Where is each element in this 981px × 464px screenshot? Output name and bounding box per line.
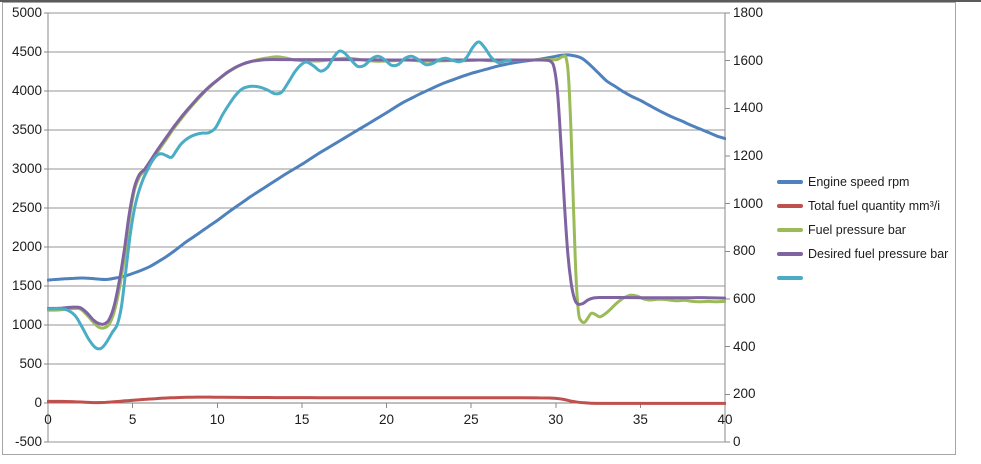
y-right-tick-label: 600 [733, 291, 756, 306]
x-tick-label: 15 [294, 412, 310, 427]
x-tick-label: 10 [209, 412, 225, 427]
legend-label: Total fuel quantity mm³/i [808, 199, 940, 213]
y-left-tick-label: -500 [14, 434, 42, 449]
legend-item-total-fuel-quantity-mm-i[interactable]: Total fuel quantity mm³/i [777, 194, 948, 218]
y-right-tick-label: 1400 [733, 100, 764, 116]
y-left-tick-label: 2000 [11, 239, 42, 254]
y-right-tick-label: 1600 [733, 52, 764, 68]
legend-item-desired-fuel-pressure-bar[interactable]: Desired fuel pressure bar [777, 242, 948, 266]
legend-swatch-icon [777, 252, 803, 256]
series-group [47, 40, 726, 405]
chart-legend: Engine speed rpm Total fuel quantity mm³/… [777, 170, 948, 290]
legend-item-fuel-pressure-bar[interactable]: Fuel pressure bar [777, 218, 948, 242]
series-line-unnamed[interactable] [47, 40, 512, 351]
y-left-tick-label: 1500 [11, 278, 42, 293]
legend-swatch-icon [777, 204, 803, 208]
y-right-tick-label: 1000 [733, 195, 764, 211]
series-line-desired-fuel-pressure-bar[interactable] [47, 58, 726, 326]
x-tick-label: 0 [44, 412, 52, 427]
y-left-tick-label: 3000 [11, 161, 42, 176]
x-tick-label: 35 [632, 412, 648, 427]
x-tick-label: 40 [717, 412, 733, 427]
y-right-tick-label: 1200 [733, 148, 764, 163]
x-tick-label: 30 [548, 412, 564, 427]
x-tick-label: 20 [378, 412, 395, 427]
y-left-tick-label: 4500 [11, 44, 42, 59]
legend-swatch-icon [777, 180, 803, 184]
legend-swatch-icon [777, 228, 803, 232]
series-line-total-fuel-quantity-mm-i[interactable] [47, 395, 726, 405]
y-right-tick-label: 400 [733, 338, 756, 354]
legend-swatch-icon [777, 276, 803, 280]
y-left-tick-label: 4000 [11, 83, 42, 98]
y-left-tick-label: 2500 [11, 200, 42, 215]
legend-label: Desired fuel pressure bar [808, 247, 949, 261]
series-line-fuel-pressure-bar[interactable] [47, 54, 726, 330]
y-right-tick-label: 1800 [733, 5, 764, 20]
window-top-edge [0, 0, 981, 2]
legend-item-unnamed[interactable] [777, 266, 948, 290]
y-right-tick-label: 0 [733, 434, 741, 449]
legend-label: Engine speed rpm [808, 175, 910, 189]
y-left-tick-label: 3500 [11, 122, 42, 137]
legend-item-engine-speed-rpm[interactable]: Engine speed rpm [777, 170, 948, 194]
y-left-tick-label: 0 [34, 395, 42, 410]
legend-label: Fuel pressure bar [808, 223, 906, 237]
y-right-tick-label: 800 [733, 243, 756, 259]
y-left-tick-label: 500 [19, 356, 42, 371]
series-line-engine-speed-rpm[interactable] [47, 53, 726, 282]
y-right-tick-label: 200 [733, 386, 756, 402]
x-tick-label: 25 [463, 412, 479, 427]
y-left-tick-label: 5000 [11, 5, 42, 20]
y-left-tick-label: 1000 [11, 317, 42, 332]
x-tick-label: 5 [128, 412, 137, 427]
